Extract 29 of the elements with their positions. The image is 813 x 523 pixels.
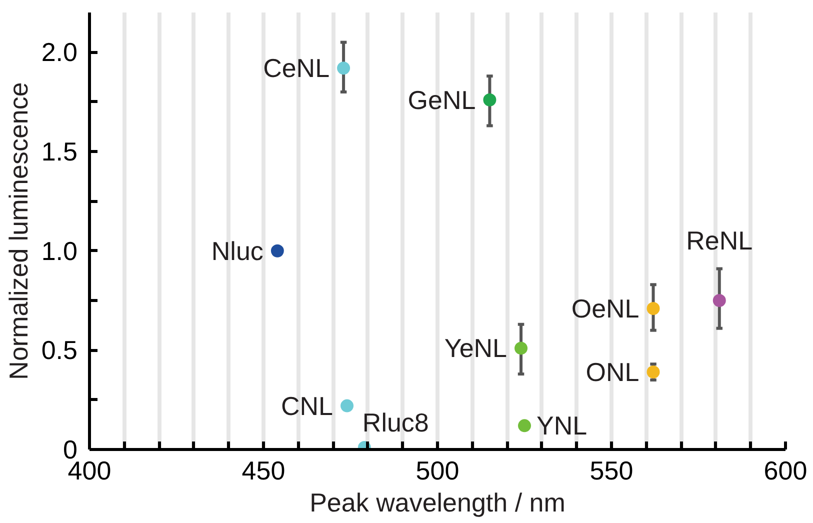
y-tick-label: 1.0 <box>41 236 78 266</box>
point <box>518 419 531 432</box>
x-tick-label: 500 <box>416 456 460 486</box>
point <box>340 399 354 412</box>
annotation: YeNL <box>444 333 508 364</box>
x-axis-title: Peak wavelength / nm <box>310 488 566 518</box>
x-tick-label: 550 <box>590 456 634 486</box>
point <box>514 342 528 355</box>
annotation: Rluc8 <box>362 408 429 438</box>
annotation: OeNL <box>571 293 640 324</box>
x-tick-label: 450 <box>242 456 286 486</box>
annotation: CeNL <box>263 53 330 84</box>
y-tick-label: 1.5 <box>41 136 78 167</box>
annotation: ONL <box>586 357 640 388</box>
point <box>483 93 496 106</box>
annotation: CNL <box>281 390 334 421</box>
annotation: GeNL <box>408 84 476 115</box>
point <box>270 244 284 258</box>
y-tick-label: 0.5 <box>41 335 78 366</box>
annotation: Nluc <box>211 236 264 266</box>
y-axis-title: Normalized luminescence <box>3 82 34 380</box>
annotation: YNL <box>536 410 588 441</box>
point <box>646 366 660 379</box>
point <box>712 294 726 308</box>
annotation: ReNL <box>686 226 753 256</box>
x-tick-label: 600 <box>764 456 808 486</box>
point <box>646 302 660 315</box>
y-tick-label: 2.0 <box>41 37 78 68</box>
point <box>337 62 350 75</box>
